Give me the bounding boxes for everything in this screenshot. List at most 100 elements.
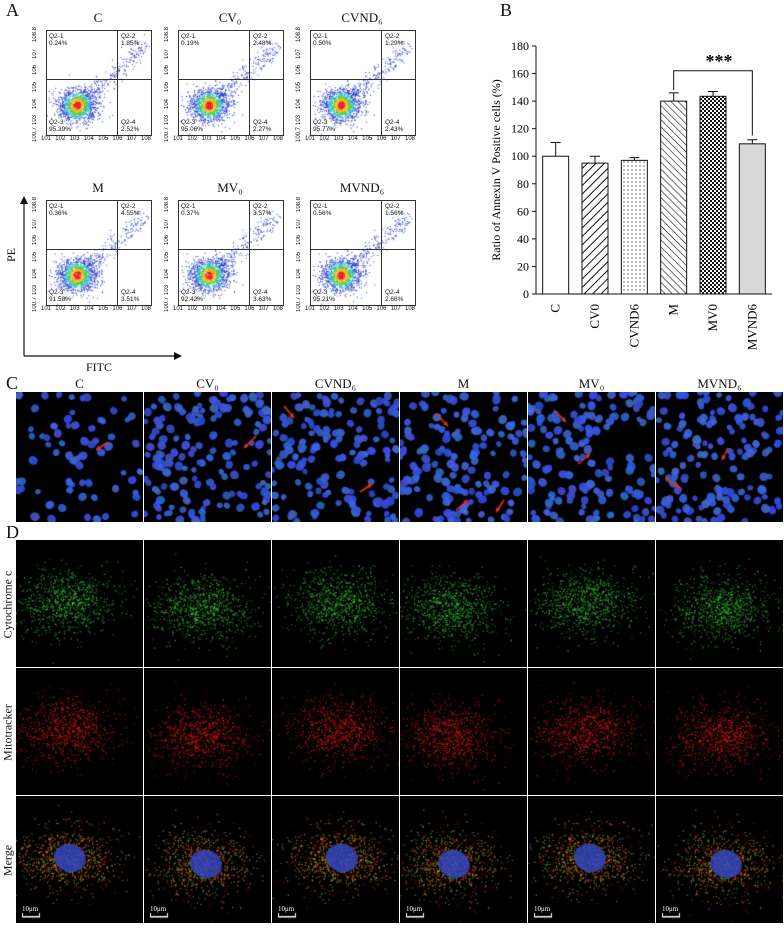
quadrant-label-q3: Q2-3 91.58%	[49, 289, 72, 303]
row-label: Mitotracker	[0, 703, 15, 761]
x-tick-label: 102	[55, 306, 66, 312]
y-tick-label: 108.8	[296, 26, 302, 42]
y-tick-label: 104	[296, 98, 302, 109]
x-tick-label: 104	[215, 136, 226, 142]
y-tick-label: 20	[517, 259, 529, 273]
flow-plot-title: MVND₆	[339, 180, 385, 195]
confocal-image	[272, 540, 399, 667]
panel-c-label: CVND₆	[314, 376, 357, 391]
flow-scatter: Q2-1 0.37% Q2-2 3.57% Q2-3 92.42% Q2-4 3.63…	[178, 200, 284, 306]
quadrant-label-q2: Q2-2 1.56%	[385, 203, 404, 217]
quadrant-gate-vertical	[381, 201, 382, 305]
x-tick-label: 105	[362, 306, 373, 312]
x-tick-label: CV0	[587, 304, 602, 329]
confocal-image	[656, 668, 783, 795]
x-tick-label: 106	[244, 306, 255, 312]
confocal-image	[656, 540, 783, 667]
x-tick-label: 107	[126, 136, 137, 142]
x-tick-label: 102	[319, 136, 330, 142]
x-tick-label: 104	[347, 306, 358, 312]
flow-scatter: Q2-1 0.50% Q2-2 1.29% Q2-3 95.77% Q2-4 2.43…	[310, 30, 416, 136]
quadrant-label-q3: Q2-3 95.77%	[313, 119, 336, 133]
x-tick-label: 105	[362, 136, 373, 142]
quadrant-label-q2: Q2-2 2.48%	[253, 33, 272, 47]
bar-mv0	[699, 95, 727, 295]
x-tick-label: CVND6	[626, 304, 641, 348]
flow-plot-title: MV₀	[217, 180, 243, 195]
scale-bar-label: 10μm	[278, 905, 295, 913]
panel-c-label: M	[457, 376, 470, 391]
quadrant-label-q1: Q2-1 0.37%	[181, 203, 200, 217]
y-tick-label: 0	[523, 287, 529, 301]
quadrant-gate-horizontal	[179, 79, 283, 80]
x-tick-label: 108	[405, 136, 416, 142]
bar-cvnd6	[620, 159, 648, 295]
x-tick-label: 108	[405, 306, 416, 312]
confocal-image	[144, 796, 271, 923]
flow-density-canvas	[47, 31, 151, 135]
x-tick-label: MVND6	[744, 304, 759, 351]
confocal-image	[400, 540, 527, 667]
y-tick-label: 100.7	[296, 296, 302, 312]
flow-scatter: Q2-1 0.56% Q2-2 1.56% Q2-3 95.21% Q2-4 2.66…	[310, 200, 416, 306]
y-tick-label: 100.7	[296, 126, 302, 142]
x-tick-label: 106	[112, 306, 123, 312]
x-tick-label: 106	[112, 136, 123, 142]
confocal-image	[16, 540, 143, 667]
confocal-image	[656, 796, 783, 923]
confocal-image	[272, 796, 399, 923]
quadrant-label-q3: Q2-3 95.21%	[313, 289, 336, 303]
x-tick-label: 101	[41, 136, 52, 142]
quadrant-label-q4: Q2-4 2.27%	[253, 119, 272, 133]
quadrant-gate-horizontal	[311, 79, 415, 80]
y-tick-label: 140	[511, 94, 529, 108]
quadrant-label-q3: Q2-3 95.06%	[181, 119, 204, 133]
panel-c-label: MV₀	[578, 376, 605, 391]
confocal-image	[16, 796, 143, 923]
x-tick-label: 104	[215, 306, 226, 312]
row-label: Merge	[0, 844, 15, 876]
panel-c-label: MVND₆	[697, 376, 742, 391]
quadrant-gate-vertical	[117, 201, 118, 305]
confocal-image	[144, 668, 271, 795]
y-tick-label: 104	[296, 268, 302, 279]
x-tick-label: 102	[187, 306, 198, 312]
quadrant-label-q2: Q2-2 1.85%	[121, 33, 140, 47]
flow-plot-title: CVND₆	[341, 10, 383, 25]
panel-c-label: C	[75, 376, 84, 391]
x-tick-label: 101	[305, 306, 316, 312]
nuclei-image	[528, 392, 655, 522]
quadrant-label-q4: Q2-4 3.63%	[253, 289, 272, 303]
quadrant-gate-horizontal	[311, 249, 415, 250]
quadrant-gate-horizontal	[47, 249, 151, 250]
x-tick-label: 107	[390, 136, 401, 142]
confocal-image	[16, 668, 143, 795]
nuclei-image	[400, 392, 527, 522]
quadrant-gate-vertical	[117, 31, 118, 135]
quadrant-label-q3: Q2-3 92.42%	[181, 289, 204, 303]
scale-bar-label: 10μm	[22, 905, 39, 913]
y-tick-label: 40	[517, 232, 529, 246]
y-tick-label: 105	[296, 81, 302, 92]
x-axis-title: FITC	[86, 360, 113, 374]
nuclei-image-panel: C CV₀ CVND₆ M MV₀ MVND₆	[16, 374, 784, 522]
x-tick-label: 103	[201, 136, 212, 142]
quadrant-gate-vertical	[381, 31, 382, 135]
row-label: Cytochrome c	[0, 570, 15, 638]
y-axis-label: Ratio of Annexin V Positive cells (%)	[489, 79, 503, 261]
flow-density-canvas	[179, 201, 283, 305]
quadrant-gate-vertical	[249, 201, 250, 305]
y-tick-label: 103	[296, 115, 302, 126]
x-tick-label: 108	[141, 306, 152, 312]
scale-bar-label: 10μm	[406, 905, 423, 913]
confocal-image	[528, 668, 655, 795]
quadrant-label-q2: Q2-2 4.55%	[121, 203, 140, 217]
x-tick-label: C	[548, 304, 563, 313]
x-tick-label: 106	[244, 136, 255, 142]
flow-density-canvas	[311, 201, 415, 305]
x-tick-label: 102	[55, 136, 66, 142]
bar-m	[660, 100, 688, 295]
y-tick-label: 103	[296, 285, 302, 296]
confocal-image	[144, 540, 271, 667]
scale-bar-label: 10μm	[534, 905, 551, 913]
